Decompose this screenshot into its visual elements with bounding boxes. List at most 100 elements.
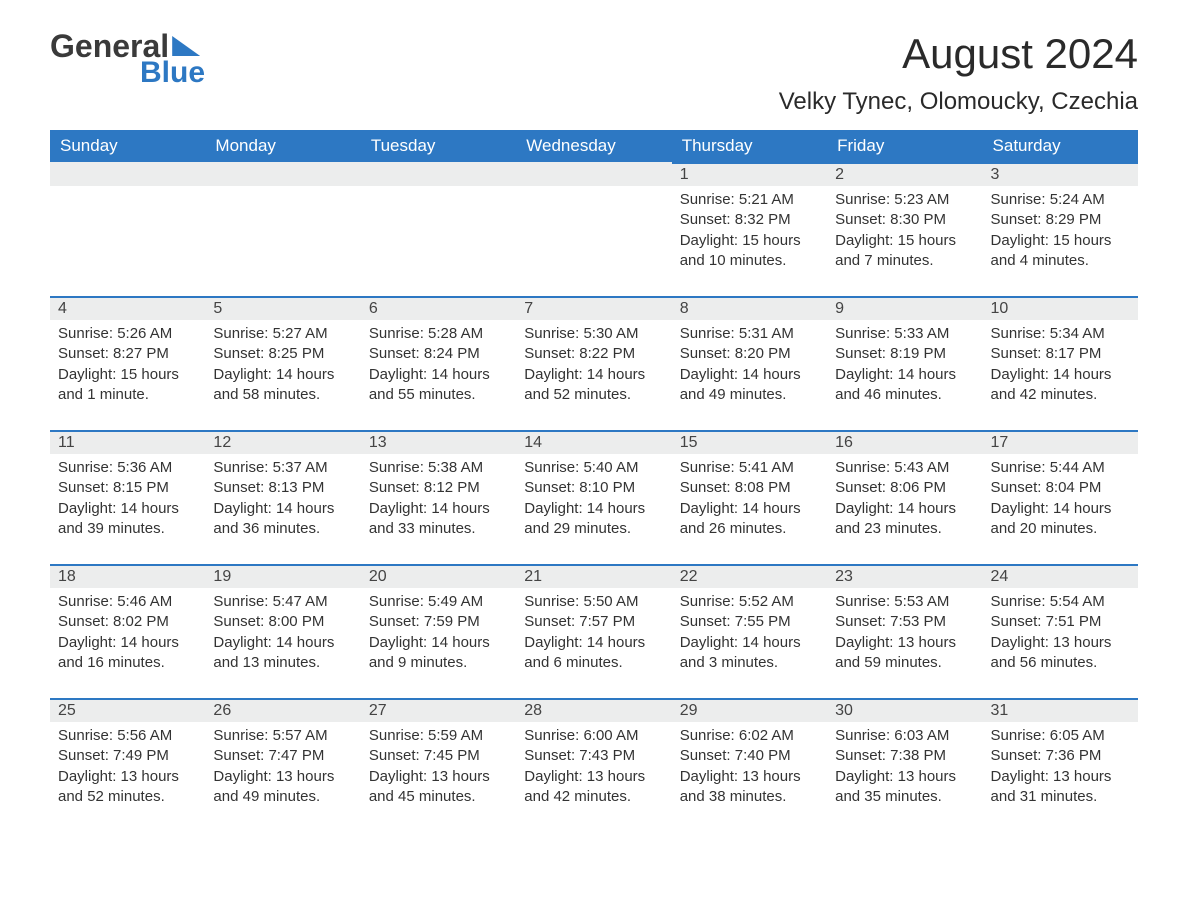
daylight-line: Daylight: 14 hours and 33 minutes. [369,499,508,540]
weekday-header: Tuesday [361,130,516,162]
day-details: Sunrise: 5:43 AMSunset: 8:06 PMDaylight:… [827,454,982,547]
daylight-line: Daylight: 15 hours and 10 minutes. [680,231,819,272]
calendar-cell: 21Sunrise: 5:50 AMSunset: 7:57 PMDayligh… [516,564,671,698]
day-details: Sunrise: 5:46 AMSunset: 8:02 PMDaylight:… [50,588,205,681]
sunset-line: Sunset: 8:27 PM [58,344,197,364]
sunrise-line: Sunrise: 5:37 AM [213,458,352,478]
sunset-line: Sunset: 8:32 PM [680,210,819,230]
sunrise-line: Sunrise: 6:03 AM [835,726,974,746]
page-subtitle: Velky Tynec, Olomoucky, Czechia [779,88,1138,116]
sunrise-line: Sunrise: 5:38 AM [369,458,508,478]
calendar-cell [205,162,360,296]
day-number: 21 [516,564,671,588]
sunset-line: Sunset: 8:04 PM [991,478,1130,498]
daylight-line: Daylight: 15 hours and 7 minutes. [835,231,974,272]
day-number: 2 [827,162,982,186]
day-number: 22 [672,564,827,588]
sunset-line: Sunset: 8:17 PM [991,344,1130,364]
calendar-cell: 30Sunrise: 6:03 AMSunset: 7:38 PMDayligh… [827,698,982,832]
sunrise-line: Sunrise: 5:31 AM [680,324,819,344]
calendar-cell: 2Sunrise: 5:23 AMSunset: 8:30 PMDaylight… [827,162,982,296]
calendar-cell: 18Sunrise: 5:46 AMSunset: 8:02 PMDayligh… [50,564,205,698]
sunset-line: Sunset: 7:49 PM [58,746,197,766]
weekday-header: Friday [827,130,982,162]
day-details: Sunrise: 5:38 AMSunset: 8:12 PMDaylight:… [361,454,516,547]
sunset-line: Sunset: 8:02 PM [58,612,197,632]
daylight-line: Daylight: 15 hours and 1 minute. [58,365,197,406]
calendar-cell: 26Sunrise: 5:57 AMSunset: 7:47 PMDayligh… [205,698,360,832]
day-details: Sunrise: 5:50 AMSunset: 7:57 PMDaylight:… [516,588,671,681]
calendar-cell: 14Sunrise: 5:40 AMSunset: 8:10 PMDayligh… [516,430,671,564]
sunrise-line: Sunrise: 5:52 AM [680,592,819,612]
day-details: Sunrise: 5:23 AMSunset: 8:30 PMDaylight:… [827,186,982,279]
day-number: 10 [983,296,1138,320]
weekday-header: Sunday [50,130,205,162]
calendar-cell: 4Sunrise: 5:26 AMSunset: 8:27 PMDaylight… [50,296,205,430]
page-title: August 2024 [779,30,1138,78]
sunset-line: Sunset: 7:53 PM [835,612,974,632]
calendar-cell: 6Sunrise: 5:28 AMSunset: 8:24 PMDaylight… [361,296,516,430]
day-number: 11 [50,430,205,454]
sunset-line: Sunset: 7:40 PM [680,746,819,766]
calendar-cell [361,162,516,296]
calendar-cell: 3Sunrise: 5:24 AMSunset: 8:29 PMDaylight… [983,162,1138,296]
calendar-cell: 27Sunrise: 5:59 AMSunset: 7:45 PMDayligh… [361,698,516,832]
daylight-line: Daylight: 14 hours and 42 minutes. [991,365,1130,406]
daylight-line: Daylight: 14 hours and 9 minutes. [369,633,508,674]
day-number: 20 [361,564,516,588]
sunrise-line: Sunrise: 5:54 AM [991,592,1130,612]
calendar-cell [516,162,671,296]
sunset-line: Sunset: 7:45 PM [369,746,508,766]
sunset-line: Sunset: 8:15 PM [58,478,197,498]
sunrise-line: Sunrise: 5:47 AM [213,592,352,612]
day-number: 19 [205,564,360,588]
calendar-cell: 12Sunrise: 5:37 AMSunset: 8:13 PMDayligh… [205,430,360,564]
day-details: Sunrise: 5:31 AMSunset: 8:20 PMDaylight:… [672,320,827,413]
calendar-cell: 23Sunrise: 5:53 AMSunset: 7:53 PMDayligh… [827,564,982,698]
calendar-cell: 15Sunrise: 5:41 AMSunset: 8:08 PMDayligh… [672,430,827,564]
daylight-line: Daylight: 15 hours and 4 minutes. [991,231,1130,272]
calendar-cell: 31Sunrise: 6:05 AMSunset: 7:36 PMDayligh… [983,698,1138,832]
calendar-cell: 25Sunrise: 5:56 AMSunset: 7:49 PMDayligh… [50,698,205,832]
sunrise-line: Sunrise: 5:33 AM [835,324,974,344]
daylight-line: Daylight: 14 hours and 46 minutes. [835,365,974,406]
sunset-line: Sunset: 8:20 PM [680,344,819,364]
day-number: 7 [516,296,671,320]
daylight-line: Daylight: 14 hours and 23 minutes. [835,499,974,540]
day-number: 31 [983,698,1138,722]
calendar-cell: 9Sunrise: 5:33 AMSunset: 8:19 PMDaylight… [827,296,982,430]
title-block: August 2024 Velky Tynec, Olomoucky, Czec… [779,30,1138,116]
sunrise-line: Sunrise: 5:40 AM [524,458,663,478]
daylight-line: Daylight: 13 hours and 59 minutes. [835,633,974,674]
day-details: Sunrise: 5:40 AMSunset: 8:10 PMDaylight:… [516,454,671,547]
day-number: 24 [983,564,1138,588]
calendar-cell: 19Sunrise: 5:47 AMSunset: 8:00 PMDayligh… [205,564,360,698]
day-details: Sunrise: 5:54 AMSunset: 7:51 PMDaylight:… [983,588,1138,681]
calendar-cell: 22Sunrise: 5:52 AMSunset: 7:55 PMDayligh… [672,564,827,698]
day-number: 13 [361,430,516,454]
sunset-line: Sunset: 7:51 PM [991,612,1130,632]
brand-logo: General Blue [50,30,205,88]
sunrise-line: Sunrise: 5:44 AM [991,458,1130,478]
sunset-line: Sunset: 8:13 PM [213,478,352,498]
calendar-header-row: SundayMondayTuesdayWednesdayThursdayFrid… [50,130,1138,162]
sunrise-line: Sunrise: 5:23 AM [835,190,974,210]
day-number: 9 [827,296,982,320]
sunset-line: Sunset: 8:00 PM [213,612,352,632]
day-number: 16 [827,430,982,454]
daylight-line: Daylight: 14 hours and 16 minutes. [58,633,197,674]
daylight-line: Daylight: 14 hours and 36 minutes. [213,499,352,540]
day-number: 4 [50,296,205,320]
day-number: 6 [361,296,516,320]
calendar-cell: 8Sunrise: 5:31 AMSunset: 8:20 PMDaylight… [672,296,827,430]
day-details: Sunrise: 5:56 AMSunset: 7:49 PMDaylight:… [50,722,205,815]
sunset-line: Sunset: 7:36 PM [991,746,1130,766]
calendar-cell: 11Sunrise: 5:36 AMSunset: 8:15 PMDayligh… [50,430,205,564]
brand-word2: Blue [140,58,205,88]
daylight-line: Daylight: 13 hours and 56 minutes. [991,633,1130,674]
calendar-body: 1Sunrise: 5:21 AMSunset: 8:32 PMDaylight… [50,162,1138,832]
sunrise-line: Sunrise: 5:57 AM [213,726,352,746]
calendar-cell: 24Sunrise: 5:54 AMSunset: 7:51 PMDayligh… [983,564,1138,698]
day-details: Sunrise: 5:59 AMSunset: 7:45 PMDaylight:… [361,722,516,815]
day-number: 5 [205,296,360,320]
